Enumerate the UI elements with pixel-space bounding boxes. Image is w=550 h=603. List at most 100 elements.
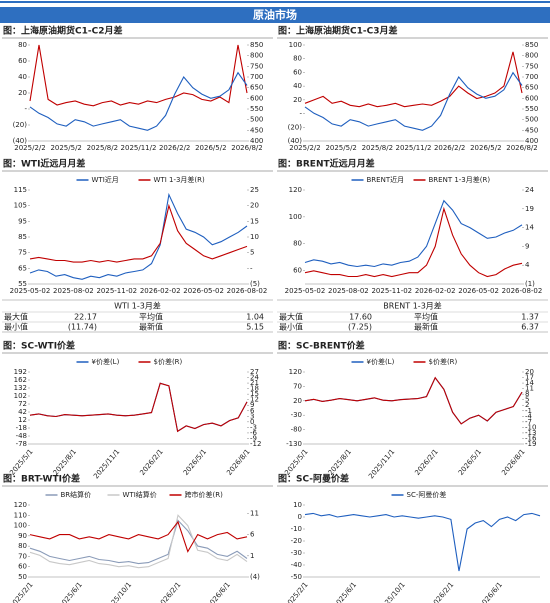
y2-tick-label: 11: [525, 385, 534, 393]
y-tick-label: 0: [298, 513, 302, 521]
legend-label: WTI 1-3月差(R): [154, 175, 206, 184]
table-cell: 最新值: [414, 322, 438, 332]
y-tick-label: 115: [14, 186, 27, 194]
chart-title: 图：BRT-WTI价差: [3, 473, 80, 485]
table-cell: 平均值: [414, 312, 438, 322]
y2-tick-label: (1): [525, 280, 535, 288]
x-tick-label: 2026/5/1: [457, 448, 483, 477]
chart-title: 图：SC-阿曼价差: [278, 473, 349, 485]
series-line: [304, 512, 541, 572]
table-cell: 最大值: [4, 312, 28, 322]
x-tick-label: 2025/8/2: [362, 144, 393, 152]
y-tick-label: 80: [293, 240, 302, 248]
y-tick-label: 70: [18, 552, 27, 560]
x-tick-label: 2025/11/1: [367, 448, 396, 481]
x-tick-label: 2026/2/2: [159, 144, 190, 152]
chart-title: 图：BRENT近远月月差: [278, 158, 375, 170]
x-tick-label: 2025/8/1: [327, 448, 353, 477]
legend-label: WTI近月: [92, 175, 119, 184]
legend-label: WTI结算价: [123, 490, 157, 499]
x-tick-label: 2026-05-02: [458, 287, 499, 295]
y2-tick-label: 12: [250, 396, 259, 404]
y2-tick-label: 750: [525, 62, 538, 70]
y2-tick-label: 9: [250, 401, 254, 409]
x-tick-label: 2025/11/2: [396, 144, 432, 152]
x-tick-label: 2026/2/2: [434, 144, 465, 152]
y2-tick-label: 0: [250, 418, 254, 426]
y2-tick-label: 4: [525, 261, 530, 269]
y2-tick-label: 600: [250, 94, 263, 102]
table-cell: (11.74): [68, 323, 97, 332]
y2-tick-label: -16: [525, 434, 537, 442]
y-tick-label: 20: [293, 96, 302, 104]
y2-tick-label: -1: [525, 407, 532, 415]
y2-tick-label: -10: [525, 423, 536, 431]
legend-label: ¥价差(L): [92, 357, 120, 366]
x-tick-label: 2025/8/1: [52, 448, 78, 477]
y-tick-label: 120: [14, 501, 27, 509]
y2-tick-label: 20: [250, 202, 259, 210]
y-tick-label: 50: [18, 573, 27, 581]
x-tick-label: 2026/5/2: [195, 144, 226, 152]
y2-tick-label: -6: [250, 429, 258, 437]
y-tick-label: 162: [14, 376, 27, 384]
y-tick-label: -78: [16, 440, 27, 448]
y2-tick-label: 11: [250, 509, 259, 517]
x-tick-label: 2026-08-02: [227, 287, 268, 295]
y-tick-label: 20: [18, 89, 27, 97]
legend-label: 跨市价差(R): [185, 490, 224, 499]
y2-tick-label: -3: [250, 423, 257, 431]
y-tick-label: 85: [18, 233, 27, 241]
header-title: 原油市场: [253, 8, 297, 22]
chart-title: 图：SC-BRENT价差: [278, 340, 365, 352]
series-line: [304, 376, 523, 425]
x-tick-label: 2025/10/1: [378, 581, 407, 603]
y-tick-label: 120: [289, 368, 302, 376]
table-cell: 22.17: [74, 313, 97, 322]
x-tick-label: 2025-11-02: [96, 287, 137, 295]
y-tick-label: 132: [14, 384, 27, 392]
y2-tick-label: 5: [250, 249, 254, 257]
y-tick-label: 110: [14, 511, 27, 519]
y2-tick-label: 25: [250, 186, 259, 194]
y2-tick-label: 6: [250, 407, 255, 415]
y2-tick-label: 550: [525, 105, 538, 113]
x-tick-label: 2025/6/1: [332, 581, 358, 603]
y2-tick-label: -13: [525, 429, 536, 437]
x-tick-label: 2025-08-02: [328, 287, 369, 295]
y2-tick-label: -4: [525, 412, 533, 420]
x-tick-label: 2025/5/1: [8, 448, 34, 477]
series-line: [29, 203, 248, 263]
y-tick-label: 10: [293, 501, 302, 509]
chart-title: 图：上海原油期货C1-C2月差: [3, 25, 122, 37]
y-tick-label: 80: [18, 542, 27, 550]
y2-tick-label: 20: [525, 368, 534, 376]
y-tick-label: 102: [14, 392, 27, 400]
x-tick-label: 2025/2/1: [8, 581, 34, 603]
y-tick-label: -: [299, 110, 302, 118]
x-tick-label: 2026-02-02: [140, 287, 181, 295]
series-line: [304, 376, 523, 425]
y2-tick-label: 19: [525, 205, 534, 213]
series-line: [29, 44, 248, 107]
y-tick-label: -30: [291, 411, 302, 419]
x-tick-label: 2026/8/1: [500, 448, 526, 477]
series-line: [29, 520, 248, 553]
x-tick-label: 2026/2/1: [413, 448, 439, 477]
y-tick-label: -: [24, 105, 27, 113]
y-tick-label: -48: [16, 432, 27, 440]
y-tick-label: -50: [291, 573, 302, 581]
y2-tick-label: 700: [250, 73, 263, 81]
x-tick-label: 2025-11-02: [371, 287, 412, 295]
y2-tick-label: 9: [525, 242, 529, 250]
series-line: [29, 192, 248, 280]
y2-tick-label: (4): [250, 573, 260, 581]
y2-tick-label: 650: [525, 84, 538, 92]
y2-tick-label: 450: [250, 126, 263, 134]
series-line: [304, 71, 523, 131]
y-tick-label: 120: [289, 186, 302, 194]
x-tick-label: 2025/5/2: [50, 144, 81, 152]
table-cell: 平均值: [139, 312, 163, 322]
x-tick-label: 2025/11/1: [92, 448, 121, 481]
y2-tick-label: 500: [250, 116, 263, 124]
